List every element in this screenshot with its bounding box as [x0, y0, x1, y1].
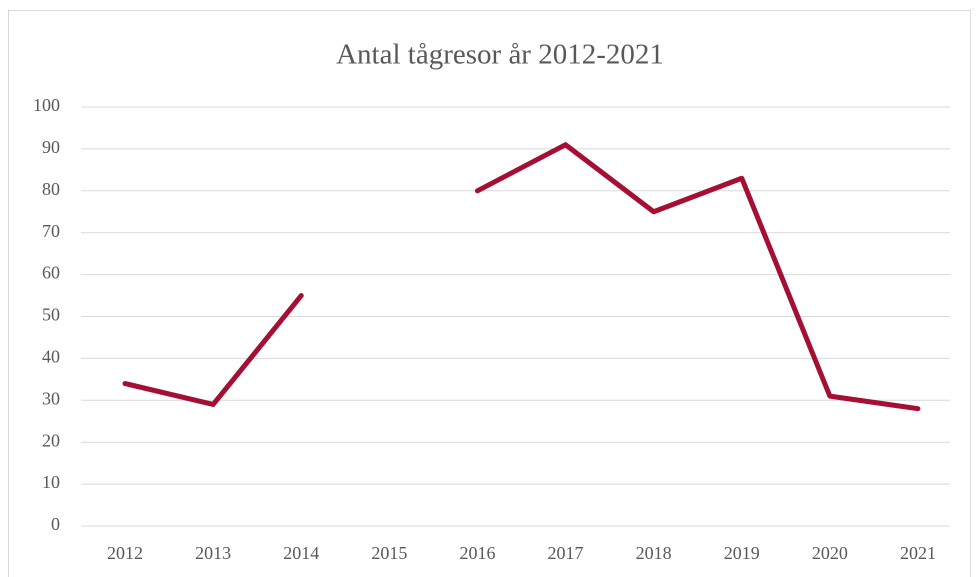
y-tick-label: 40 — [42, 347, 60, 367]
y-tick-label: 20 — [42, 430, 60, 450]
y-tick-label: 90 — [42, 137, 60, 157]
y-tick-label: 100 — [33, 95, 60, 115]
y-tick-label: 30 — [42, 388, 60, 408]
x-tick-label: 2013 — [195, 543, 231, 563]
y-tick-label: 10 — [42, 472, 60, 492]
y-tick-label: 0 — [51, 514, 60, 534]
data-line — [122, 142, 921, 412]
y-tick-label: 80 — [42, 179, 60, 199]
x-tick-label: 2017 — [548, 543, 584, 563]
x-tick-label: 2020 — [812, 543, 848, 563]
y-tick-label: 70 — [42, 221, 60, 241]
y-tick-label: 60 — [42, 263, 60, 283]
x-tick-label: 2012 — [107, 543, 143, 563]
x-tick-label: 2016 — [459, 543, 495, 563]
x-tick-label: 2019 — [724, 543, 760, 563]
chart-title: Antal tågresor år 2012-2021 — [336, 39, 664, 71]
y-tick-label: 50 — [42, 305, 60, 325]
x-tick-label: 2014 — [283, 543, 319, 563]
x-tick-label: 2015 — [371, 543, 407, 563]
x-tick-label: 2021 — [900, 543, 936, 563]
x-tick-label: 2018 — [636, 543, 672, 563]
chart-border — [8, 10, 971, 577]
